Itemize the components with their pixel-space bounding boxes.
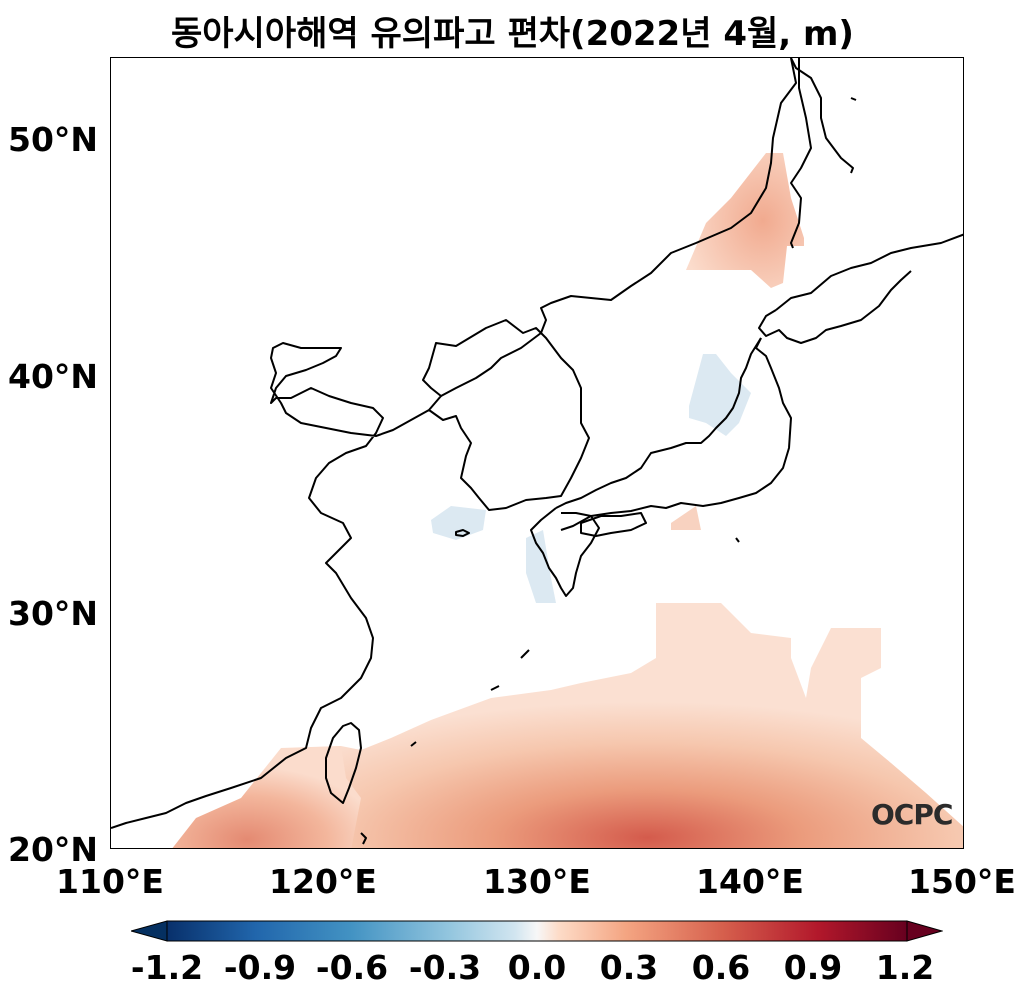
ocpc-logo: OCPC <box>871 798 953 831</box>
lon-label-110: 110°E <box>56 862 164 901</box>
colorbar-tick: -0.9 <box>223 948 297 987</box>
anomaly-positive-pacific <box>172 603 963 848</box>
colorbar-extend-high <box>906 920 944 942</box>
colorbar-tick: -1.2 <box>130 948 204 987</box>
ocpc-logo-text: OCPC <box>871 798 953 831</box>
anomaly-map-svg <box>111 58 963 848</box>
lat-label-30: 30°N <box>8 594 99 633</box>
coastlines <box>111 58 963 845</box>
anomaly-positive-scs <box>172 746 361 848</box>
anomaly-positive-honshu <box>671 506 701 530</box>
colorbar-tick: 0.3 <box>599 948 659 987</box>
lon-label-130: 130°E <box>483 862 591 901</box>
lat-label-50: 50°N <box>8 120 99 159</box>
colorbar-tick: -0.3 <box>408 948 482 987</box>
colorbar-tick: 0.0 <box>507 948 567 987</box>
anomaly-positive-north <box>686 153 804 288</box>
colorbar-tick: 0.6 <box>691 948 751 987</box>
anomaly-negative-japan-sea <box>689 354 751 436</box>
colorbar-extend-low <box>129 920 168 942</box>
lat-label-40: 40°N <box>8 357 99 396</box>
lon-label-140: 140°E <box>696 862 804 901</box>
lat-label-20: 20°N <box>8 830 99 869</box>
colorbar-tick: 1.2 <box>875 948 935 987</box>
lon-label-150: 150°E <box>908 862 1016 901</box>
colorbar-tick: 0.9 <box>783 948 843 987</box>
colorbar-tick: -0.6 <box>315 948 389 987</box>
colorbar-svg <box>129 920 944 942</box>
lon-label-120: 120°E <box>269 862 377 901</box>
colorbar-body <box>166 920 908 942</box>
colorbar <box>129 920 944 942</box>
map-title: 동아시아해역 유의파고 편차(2022년 4월, m) <box>171 14 854 54</box>
anomaly-negative-korea-sw <box>431 506 486 540</box>
anomaly-negative-kyushu-w <box>526 530 556 603</box>
map-panel: OCPC <box>110 57 964 849</box>
